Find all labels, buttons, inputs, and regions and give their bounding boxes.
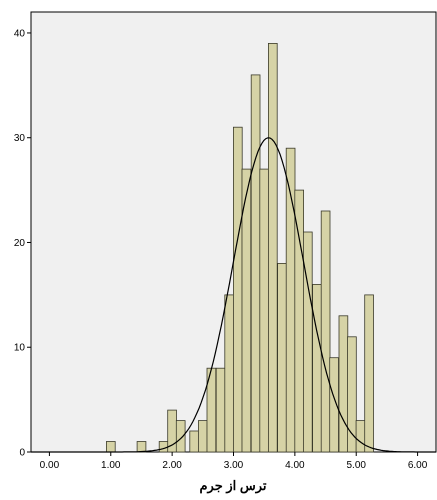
histogram-bar xyxy=(158,441,169,453)
histogram-bar xyxy=(347,336,357,453)
histogram-bar xyxy=(294,189,304,453)
x-tick-label: 0.00 xyxy=(40,460,60,471)
histogram-bar xyxy=(329,357,339,453)
histogram-bar xyxy=(189,430,200,453)
x-tick-label: 4.00 xyxy=(285,460,305,471)
histogram-bar xyxy=(338,315,349,453)
histogram-bar xyxy=(312,283,322,453)
histogram-bar xyxy=(197,420,208,453)
histogram-bar xyxy=(106,441,116,453)
histogram-bar xyxy=(355,420,366,453)
x-tick-label: 2.00 xyxy=(162,460,182,471)
histogram-bar xyxy=(175,420,186,453)
histogram-bar xyxy=(320,210,331,453)
histogram-bar xyxy=(277,262,287,453)
histogram-bar xyxy=(364,294,374,453)
y-tick-label: 0 xyxy=(19,448,25,459)
y-tick-label: 20 xyxy=(14,238,26,249)
histogram-bar xyxy=(167,409,177,453)
x-tick-label: 1.00 xyxy=(101,460,121,471)
histogram-bar xyxy=(232,126,243,453)
x-axis-title: ترس از جرم xyxy=(199,478,266,494)
histogram-bar xyxy=(302,231,313,453)
x-tick-label: 3.00 xyxy=(224,460,244,471)
histogram-bar xyxy=(136,441,147,453)
y-axis: 0 10 20 30 40 xyxy=(14,28,31,459)
histogram-bar xyxy=(259,168,269,453)
histogram-bar xyxy=(250,74,261,453)
y-tick-label: 40 xyxy=(14,28,26,39)
y-tick-label: 10 xyxy=(14,343,26,354)
x-tick-label: 5.00 xyxy=(346,460,366,471)
normal-curve xyxy=(31,137,436,453)
x-axis: 0.00 1.00 2.00 3.00 4.00 5.00 6.00 xyxy=(40,452,428,471)
y-tick-label: 30 xyxy=(14,133,26,144)
histogram-bar xyxy=(224,294,235,453)
x-tick-label: 6.00 xyxy=(408,460,428,471)
bars-group xyxy=(106,43,374,453)
histogram-bar xyxy=(215,367,226,453)
histogram-bar xyxy=(267,43,278,453)
